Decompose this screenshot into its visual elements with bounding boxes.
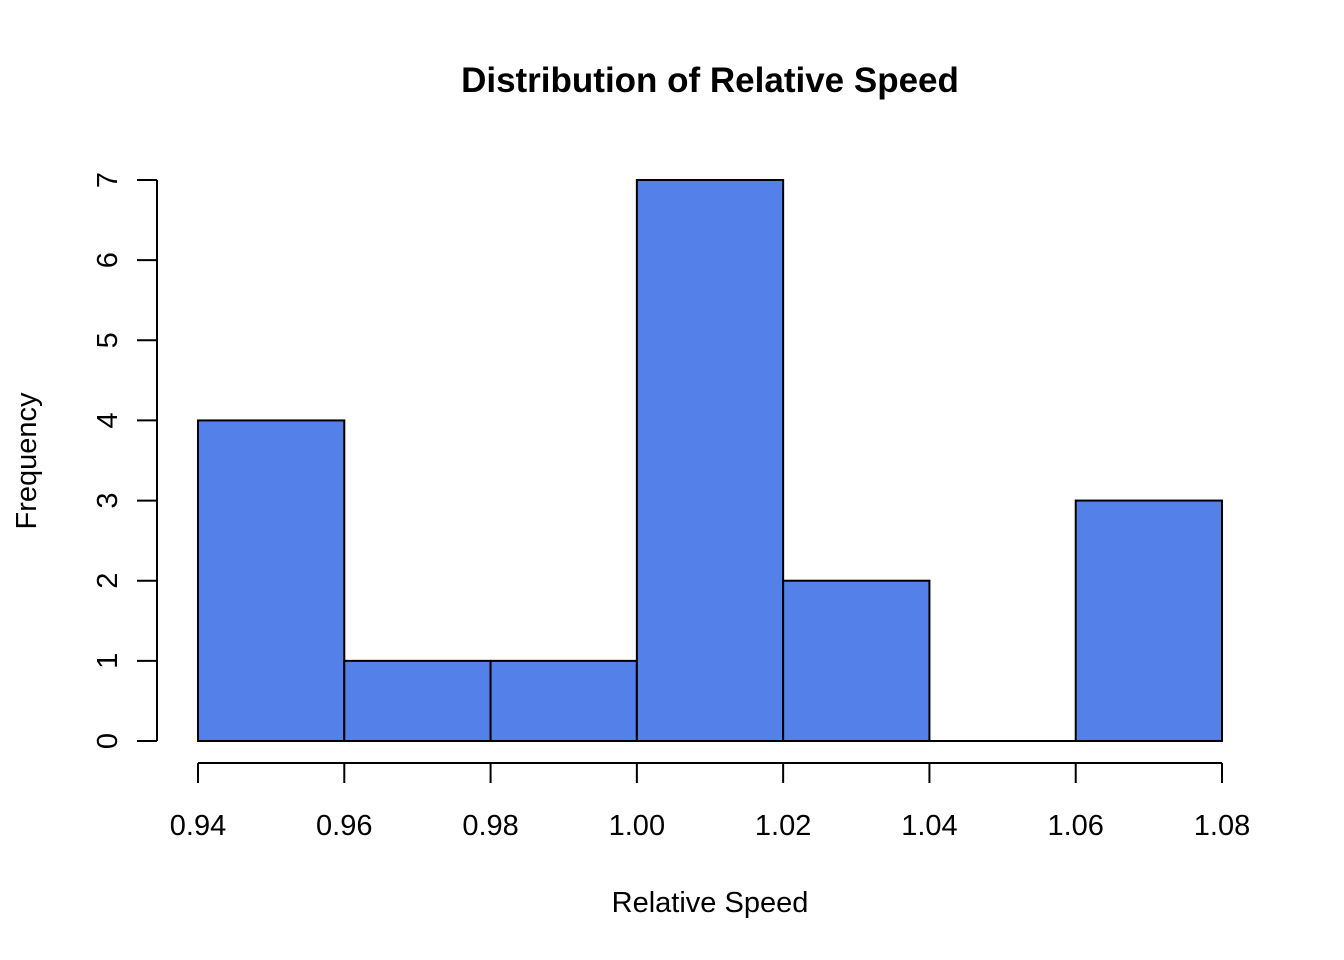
- x-tick-label: 1.00: [609, 810, 665, 842]
- histogram-bar-4: [782, 579, 931, 743]
- histogram-bar-6: [1074, 499, 1223, 743]
- x-tick-label: 1.08: [1194, 810, 1250, 842]
- x-tick-label: 1.06: [1047, 810, 1103, 842]
- x-tick-label: 0.98: [462, 810, 518, 842]
- y-tick-label: 1: [92, 653, 124, 669]
- x-tick-label: 1.02: [755, 810, 811, 842]
- bars-group: [197, 179, 1223, 743]
- histogram-bar-1: [343, 659, 492, 742]
- histogram-bar-2: [489, 659, 638, 742]
- x-axis: 0.94 0.96 0.98 1.00 1.02 1.04 1.06 1.08: [170, 762, 1250, 842]
- chart-title: Distribution of Relative Speed: [461, 61, 959, 100]
- x-tick-label: 0.94: [170, 810, 226, 842]
- y-tick-label: 5: [92, 332, 124, 348]
- y-tick-label: 4: [92, 412, 124, 428]
- x-tick-label: 1.04: [901, 810, 957, 842]
- x-axis-label: Relative Speed: [612, 887, 809, 919]
- histogram-bar-3: [635, 179, 785, 742]
- x-tick-label: 0.96: [316, 810, 372, 842]
- y-tick-label: 3: [92, 493, 124, 509]
- histogram-bar-0: [197, 419, 346, 742]
- y-axis-label: Frequency: [11, 392, 43, 530]
- y-tick-label: 6: [92, 252, 124, 268]
- y-tick-label: 2: [92, 573, 124, 589]
- y-axis: 0 1 2 3 4 5 6 7: [92, 172, 158, 749]
- y-tick-label: 7: [92, 172, 124, 188]
- y-tick-label: 0: [92, 733, 124, 749]
